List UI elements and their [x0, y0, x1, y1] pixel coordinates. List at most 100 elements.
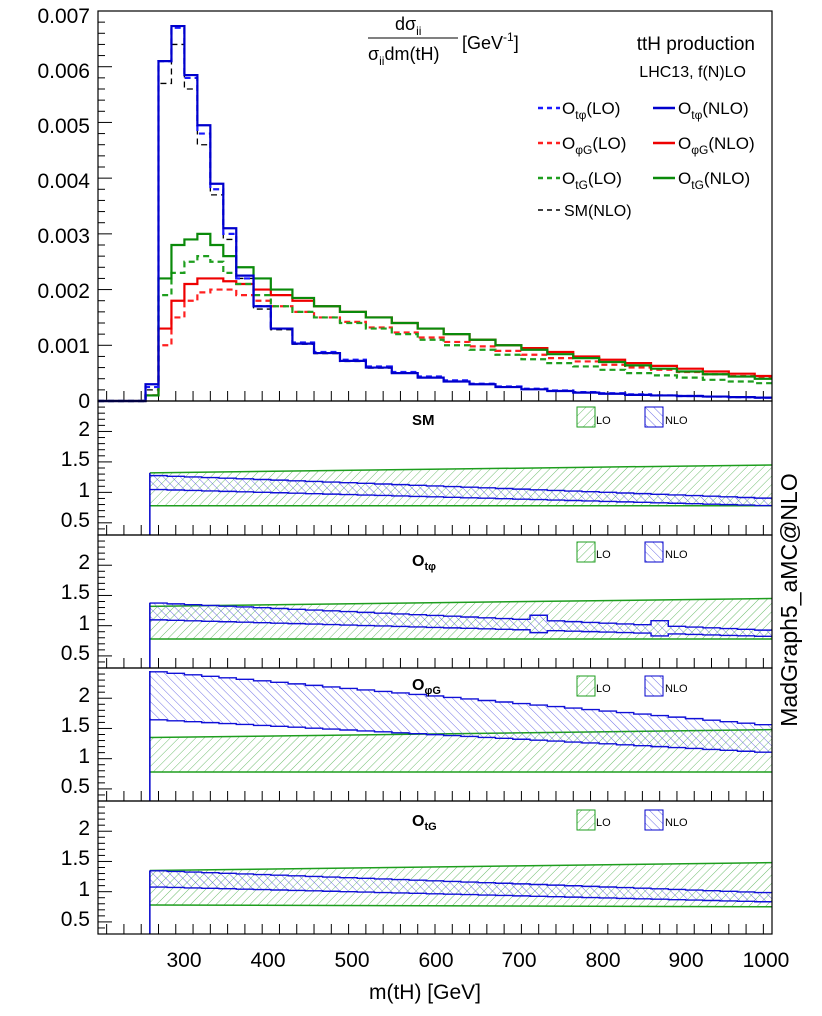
nlo-band-lower: [149, 719, 772, 753]
nlo-band-lower: [149, 488, 772, 507]
nlo-scale-band: [149, 870, 772, 902]
legend-item: OtG(LO): [538, 169, 622, 192]
top-y-tick-label: 0.007: [37, 5, 90, 28]
x-tick-label: 300: [166, 949, 201, 972]
ratio-panel-ophig: [97, 667, 773, 802]
ratio-y-tick-label: 1: [78, 479, 90, 502]
chart-title: ttH production: [637, 34, 755, 55]
legend-item: Otφ(LO): [538, 99, 620, 122]
ratio-legend: LO NLO: [576, 675, 688, 697]
top-series-group: [98, 24, 772, 403]
ratio-y-tick-label: 1: [78, 612, 90, 635]
ratio-legend-lo-swatch: [576, 675, 596, 697]
series-line-sm_nlo: [98, 43, 772, 402]
ratio-panel-label-otg: OtG: [412, 813, 437, 833]
nlo-band-lower: [149, 619, 772, 638]
nlo-band-upper: [149, 671, 772, 726]
top-y-tick-label: 0.002: [37, 280, 90, 303]
top-y-tick-labels: 0 0.001 0.002 0.003 0.004 0.005 0.006 0.…: [37, 5, 90, 413]
main-distribution-panel: 0 0.001 0.002 0.003 0.004 0.005 0.006 0.…: [37, 5, 773, 413]
ratio-legend-lo-label: LO: [596, 683, 611, 695]
ratio-y-tick-label: 2: [78, 684, 90, 707]
top-y-tick-label: 0.001: [37, 335, 90, 358]
ratio-panel-labels: SM Otφ OφG OtG: [412, 412, 441, 833]
legend-label: OφG(LO): [562, 134, 626, 157]
ratio-y-tick-label: 0.5: [61, 642, 90, 665]
ratio-y-tick-label: 1.5: [61, 581, 90, 604]
ratio-legend-nlo-swatch: [644, 809, 664, 831]
ylabel-denominator: σiidm(tH): [368, 44, 439, 68]
series-line-tphi_nlo: [98, 24, 772, 403]
nlo-scale-band: [149, 671, 772, 753]
lo-band-upper: [149, 597, 773, 608]
top-y-axis-label: dσii σiidm(tH) [GeV-1]: [368, 14, 519, 68]
ratio-legend: LO NLO: [576, 541, 688, 563]
series-line-tg_lo: [98, 255, 772, 403]
nlo-scale-band: [149, 475, 772, 506]
legend-label: Otφ(NLO): [678, 99, 749, 122]
ratio-y-tick-label: 1.5: [61, 847, 90, 870]
legend-label: OtG(NLO): [678, 169, 750, 192]
ratio-legend-lo-swatch: [576, 809, 596, 831]
ratio-y-tick-label: 2: [78, 551, 90, 574]
ratio-panel-label-ophig: OφG: [412, 677, 441, 697]
ylabel-unit: [GeV-1]: [462, 30, 519, 53]
ratio-legend-nlo-label: NLO: [665, 549, 688, 561]
nlo-band-upper: [149, 474, 772, 499]
ratio-legend: LO NLO: [576, 809, 688, 831]
x-tick-label: 500: [334, 949, 369, 972]
x-axis-label: m(tH) [GeV]: [369, 981, 481, 1004]
legend-label: OtG(LO): [562, 169, 622, 192]
ratio-panel-label-otphi: Otφ: [412, 553, 436, 573]
ratio-y-tick-label: 2: [78, 817, 90, 840]
ratio-y-tick-labels: 0.5 1 1.5 2 0.5 1 1.5 2 0.5 1 1.5 2 0.5 …: [61, 418, 90, 931]
ratio-y-tick-label: 0.5: [61, 908, 90, 931]
legend-label: OφG(NLO): [678, 134, 755, 157]
x-tick-label: 900: [668, 949, 703, 972]
top-y-tick-label: 0: [78, 390, 90, 413]
ratio-legend-lo-label: LO: [596, 817, 611, 829]
lo-band-upper: [149, 861, 773, 872]
ratio-legend-lo-swatch: [576, 406, 596, 428]
ratio-panel-label-sm: SM: [412, 412, 435, 429]
ratio-panels: [97, 400, 773, 935]
top-y-tick-label: 0.005: [37, 115, 90, 138]
ratio-y-tick-label: 1: [78, 878, 90, 901]
ratio-legends: LO NLO LO NLO LO NLO LO NLO: [576, 406, 688, 831]
lo-band-lower: [149, 904, 773, 908]
legend: Otφ(LO) Otφ(NLO) OφG(LO) OφG(NLO) OtG(LO…: [538, 99, 755, 220]
legend-item: Otφ(NLO): [653, 99, 749, 122]
ratio-legend-lo-label: LO: [596, 415, 611, 427]
x-tick-label: 1000: [743, 949, 790, 972]
top-y-tick-label: 0.003: [37, 225, 90, 248]
series-line-tg_nlo: [98, 232, 772, 403]
ylabel-numerator: dσii: [395, 14, 421, 38]
ratio-y-tick-label: 0.5: [61, 509, 90, 532]
ratio-y-tick-label: 1: [78, 745, 90, 768]
ratio-panel-otphi: [97, 534, 773, 669]
ratio-legend-nlo-swatch: [644, 675, 664, 697]
ratio-y-tick-label: 0.5: [61, 775, 90, 798]
nlo-band-upper: [149, 870, 772, 894]
legend-item: OφG(NLO): [653, 134, 755, 157]
x-tick-label: 800: [585, 949, 620, 972]
ratio-legend-nlo-swatch: [644, 541, 664, 563]
legend-label: SM(NLO): [564, 203, 632, 220]
nlo-scale-band: [149, 603, 772, 637]
ratio-legend-nlo-label: NLO: [665, 683, 688, 695]
ratio-y-tick-label: 2: [78, 418, 90, 441]
ratio-y-tick-label: 1.5: [61, 448, 90, 471]
nlo-band-lower: [149, 886, 772, 903]
ratio-legend-lo-label: LO: [596, 549, 611, 561]
series-line-phig_lo: [98, 288, 772, 403]
legend-item: SM(NLO): [538, 203, 632, 220]
chart-subtitle: LHC13, f(N)LO: [639, 64, 746, 81]
nlo-band-upper: [149, 602, 772, 631]
series-line-tphi_lo: [98, 26, 772, 403]
top-y-tick-label: 0.006: [37, 60, 90, 83]
ratio-legend-nlo-label: NLO: [665, 415, 688, 427]
lo-band-upper: [149, 464, 773, 474]
ratio-legend-lo-swatch: [576, 541, 596, 563]
legend-label: Otφ(LO): [562, 99, 620, 122]
